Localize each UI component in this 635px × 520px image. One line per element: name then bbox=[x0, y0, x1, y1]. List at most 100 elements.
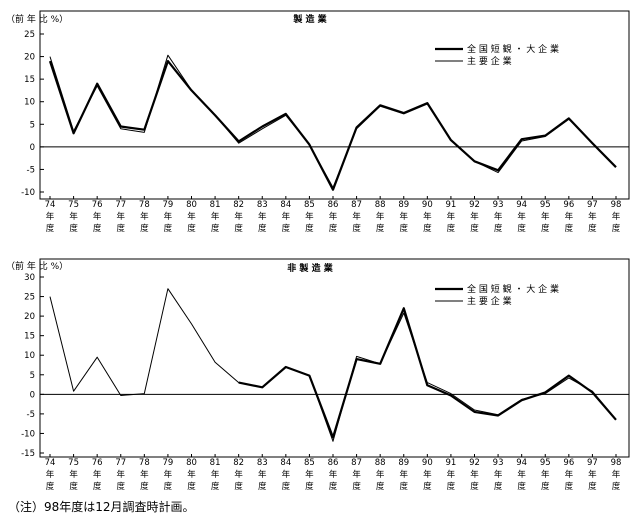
x-tick-label: 87 bbox=[351, 458, 362, 468]
x-tick-suffix: 度 bbox=[116, 481, 125, 492]
x-tick-suffix: 度 bbox=[69, 223, 78, 234]
x-tick-suffix: 年 bbox=[565, 211, 574, 222]
legend-label: 全 国 短 観 ・ 大 企 業 bbox=[467, 43, 559, 55]
x-tick-label: 79 bbox=[163, 200, 174, 210]
x-tick-label: 89 bbox=[398, 200, 409, 210]
chart-title: 非 製 造 業 bbox=[287, 262, 333, 274]
y-tick-label: -10 bbox=[21, 429, 35, 439]
x-tick-label: 98 bbox=[611, 200, 622, 210]
x-tick-suffix: 度 bbox=[187, 223, 196, 234]
x-tick-suffix: 年 bbox=[423, 469, 432, 480]
x-tick-suffix: 年 bbox=[93, 211, 102, 222]
x-tick-label: 95 bbox=[540, 200, 551, 210]
x-tick-suffix: 年 bbox=[376, 211, 385, 222]
x-tick-suffix: 度 bbox=[282, 481, 291, 492]
x-tick-suffix: 年 bbox=[46, 211, 55, 222]
y-tick-label: 10 bbox=[24, 351, 35, 361]
x-tick-suffix: 年 bbox=[164, 469, 173, 480]
x-tick-label: 76 bbox=[92, 458, 103, 468]
series-line-tankan-large bbox=[238, 307, 617, 439]
x-tick-label: 75 bbox=[68, 200, 79, 210]
x-tick-suffix: 年 bbox=[352, 211, 361, 222]
x-tick-suffix: 年 bbox=[541, 211, 550, 222]
x-tick-suffix: 年 bbox=[423, 211, 432, 222]
series-line-major-firms bbox=[49, 54, 617, 188]
x-tick-suffix: 度 bbox=[470, 481, 479, 492]
y-tick-label: -10 bbox=[21, 188, 35, 198]
y-tick-label: 0 bbox=[30, 143, 35, 153]
x-tick-label: 97 bbox=[587, 458, 598, 468]
x-tick-suffix: 年 bbox=[164, 211, 173, 222]
x-tick-suffix: 年 bbox=[258, 211, 267, 222]
x-tick-suffix: 度 bbox=[517, 481, 526, 492]
x-tick-label: 93 bbox=[493, 458, 504, 468]
x-tick-suffix: 年 bbox=[517, 211, 526, 222]
series-line-major-firms bbox=[49, 288, 617, 442]
x-tick-label: 86 bbox=[328, 458, 339, 468]
x-tick-label: 95 bbox=[540, 458, 551, 468]
x-tick-suffix: 度 bbox=[352, 481, 361, 492]
x-tick-suffix: 度 bbox=[517, 223, 526, 234]
plot-frame bbox=[39, 258, 630, 458]
x-tick-suffix: 年 bbox=[234, 469, 243, 480]
x-tick-label: 87 bbox=[351, 200, 362, 210]
x-tick-suffix: 度 bbox=[588, 481, 597, 492]
x-tick-suffix: 年 bbox=[282, 211, 291, 222]
x-tick-suffix: 年 bbox=[329, 211, 338, 222]
x-tick-suffix: 度 bbox=[164, 481, 173, 492]
x-tick-label: 76 bbox=[92, 200, 103, 210]
x-tick-suffix: 年 bbox=[282, 469, 291, 480]
x-tick-suffix: 度 bbox=[470, 223, 479, 234]
x-tick-label: 83 bbox=[257, 458, 268, 468]
x-tick-suffix: 年 bbox=[211, 469, 220, 480]
legend-label: 主 要 企 業 bbox=[467, 295, 512, 307]
x-tick-label: 94 bbox=[516, 200, 527, 210]
x-tick-suffix: 年 bbox=[470, 469, 479, 480]
y-tick-label: -5 bbox=[27, 410, 35, 420]
x-tick-label: 92 bbox=[469, 200, 480, 210]
x-tick-label: 85 bbox=[304, 458, 315, 468]
x-tick-suffix: 年 bbox=[305, 211, 314, 222]
x-tick-suffix: 度 bbox=[376, 223, 385, 234]
x-tick-suffix: 年 bbox=[470, 211, 479, 222]
y-axis-label: （前 年 比 %） bbox=[6, 260, 68, 272]
x-tick-suffix: 度 bbox=[93, 481, 102, 492]
y-tick-label: 30 bbox=[24, 273, 35, 283]
x-tick-suffix: 度 bbox=[234, 223, 243, 234]
x-tick-suffix: 年 bbox=[329, 469, 338, 480]
x-tick-suffix: 度 bbox=[376, 481, 385, 492]
x-tick-label: 96 bbox=[563, 200, 574, 210]
y-tick-label: 5 bbox=[30, 120, 35, 130]
x-tick-label: 74 bbox=[45, 200, 56, 210]
y-tick-label: 15 bbox=[24, 332, 35, 342]
x-tick-suffix: 度 bbox=[329, 223, 338, 234]
x-tick-suffix: 度 bbox=[565, 223, 574, 234]
x-tick-suffix: 度 bbox=[258, 223, 267, 234]
x-tick-suffix: 度 bbox=[494, 481, 503, 492]
x-tick-suffix: 度 bbox=[140, 481, 149, 492]
x-tick-suffix: 年 bbox=[447, 211, 456, 222]
x-tick-suffix: 度 bbox=[447, 223, 456, 234]
x-tick-suffix: 度 bbox=[258, 481, 267, 492]
x-tick-label: 85 bbox=[304, 200, 315, 210]
x-tick-suffix: 度 bbox=[447, 481, 456, 492]
y-tick-label: 15 bbox=[24, 75, 35, 85]
y-tick-label: 20 bbox=[24, 53, 35, 63]
x-tick-suffix: 年 bbox=[234, 211, 243, 222]
x-tick-suffix: 度 bbox=[329, 481, 338, 492]
series-line-tankan-large bbox=[48, 60, 617, 191]
x-tick-label: 90 bbox=[422, 200, 433, 210]
x-tick-suffix: 度 bbox=[46, 481, 55, 492]
x-tick-label: 98 bbox=[611, 458, 622, 468]
x-tick-suffix: 度 bbox=[565, 481, 574, 492]
x-tick-suffix: 年 bbox=[69, 469, 78, 480]
x-tick-suffix: 年 bbox=[612, 469, 621, 480]
y-tick-label: -15 bbox=[21, 449, 35, 459]
x-tick-label: 86 bbox=[328, 200, 339, 210]
footnote: （注）98年度は12月調査時計画。 bbox=[8, 500, 195, 514]
x-tick-suffix: 度 bbox=[399, 223, 408, 234]
x-tick-label: 91 bbox=[446, 200, 457, 210]
x-tick-label: 96 bbox=[563, 458, 574, 468]
y-axis-label: （前 年 比 %） bbox=[6, 13, 68, 25]
x-tick-suffix: 度 bbox=[140, 223, 149, 234]
